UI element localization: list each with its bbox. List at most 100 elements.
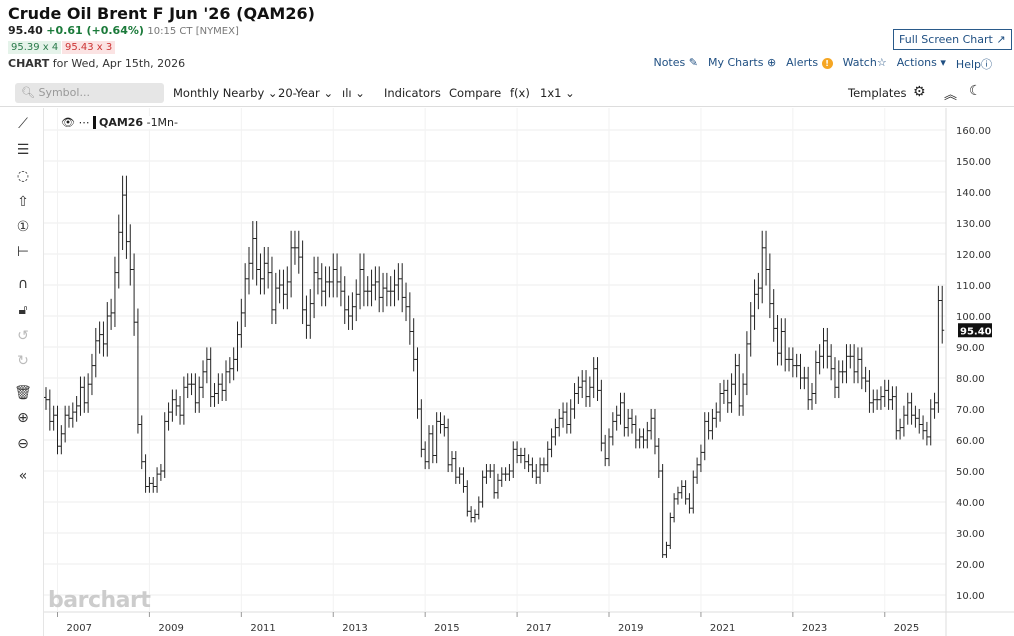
ohlc-bar: [201, 360, 206, 399]
ohlc-bar: [197, 376, 202, 413]
ohlc-bar: [97, 321, 102, 354]
number-marker-icon[interactable]: ①: [16, 219, 30, 235]
ohlc-bar: [810, 383, 814, 410]
alerts-link[interactable]: Alerts !: [786, 56, 833, 72]
ohlc-bar: [269, 256, 274, 325]
ohlc-bar: [561, 402, 566, 428]
symbol-search-input[interactable]: 🔍︎ Symbol...: [15, 83, 164, 103]
redo-icon[interactable]: ↻: [17, 353, 29, 369]
ohlc-bar: [277, 269, 282, 304]
ohlc-bar: [419, 399, 424, 458]
barchart-watermark: barchart: [48, 588, 151, 613]
y-tick-label: 10.00: [956, 591, 985, 602]
collapse-up-icon[interactable]: ︽: [944, 88, 958, 103]
ohlc-bar: [894, 386, 899, 440]
ohlc-bar: [300, 240, 305, 325]
ohlc-bar: [388, 276, 393, 307]
plus-circle-icon: ⊕: [766, 56, 777, 69]
y-tick-label: 110.00: [956, 281, 991, 292]
ohlc-bar: [744, 331, 749, 396]
ohlc-bar: [346, 295, 351, 330]
ohlc-bar: [545, 441, 550, 473]
ohlc-bar: [721, 379, 726, 404]
trash-icon[interactable]: 🗑︎: [14, 385, 32, 401]
ohlc-bar: [89, 353, 94, 396]
magnet-icon[interactable]: ∩: [17, 276, 29, 292]
ohlc-bar: [392, 269, 397, 307]
watch-link[interactable]: Watch☆: [843, 56, 887, 72]
shape-tool-icon[interactable]: ◌: [16, 168, 30, 184]
page-title: Crude Oil Brent F Jun '26 (QAM26): [8, 4, 315, 23]
bar-type-dropdown[interactable]: ılı ⌄: [342, 86, 365, 100]
ohlc-bar: [614, 405, 619, 431]
lock-icon[interactable]: 🔓︎: [18, 302, 28, 318]
line-tool-icon[interactable]: ⟋: [18, 116, 28, 132]
measure-tool-icon[interactable]: ⊢: [16, 244, 30, 260]
ohlc-bar: [139, 415, 144, 470]
y-tick-label: 80.00: [956, 374, 985, 385]
ohlc-bar: [863, 366, 868, 393]
ohlc-bar: [522, 447, 527, 470]
ohlc-bar: [538, 457, 543, 484]
ohlc-bar: [82, 376, 87, 413]
eye-icon[interactable]: 👁︎: [61, 116, 75, 129]
chevron-down-icon: ⌄: [267, 86, 278, 100]
ohlc-bar: [51, 405, 56, 431]
ohlc-bar: [266, 246, 271, 289]
ohlc-bar: [74, 395, 79, 422]
ohlc-bar: [710, 408, 715, 440]
x-tick-label: 2017: [526, 623, 551, 634]
ohlc-bar: [495, 473, 500, 499]
zoom-out-icon[interactable]: ⊖: [17, 436, 29, 452]
settings-gear-icon[interactable]: ⚙: [913, 84, 926, 100]
templates-button[interactable]: Templates: [848, 86, 907, 100]
range-label: 20-Year: [278, 86, 320, 100]
ohlc-bar: [729, 373, 734, 413]
ohlc-bar: [193, 373, 198, 413]
help-link[interactable]: Helpⓘ: [956, 56, 992, 72]
y-tick-label: 50.00: [956, 467, 985, 478]
ohlc-bar: [871, 389, 876, 413]
ohlc-bar: [128, 224, 133, 286]
my-charts-link[interactable]: My Charts ⊕: [708, 56, 776, 72]
ohlc-bar: [411, 318, 416, 372]
actions-menu[interactable]: Actions ▾: [897, 56, 946, 72]
fx-button[interactable]: f(x): [510, 86, 530, 100]
layout-dropdown[interactable]: 1x1 ⌄: [540, 86, 575, 100]
ohlc-bar: [151, 476, 156, 493]
range-dropdown[interactable]: 20-Year ⌄: [278, 86, 333, 100]
notes-link[interactable]: Notes ✎: [653, 56, 698, 72]
x-tick-label: 2021: [710, 623, 735, 634]
ohlc-bar: [921, 415, 926, 440]
ohlc-bar: [591, 357, 596, 399]
ohlc-bar: [453, 451, 458, 484]
undo-icon[interactable]: ↺: [17, 328, 29, 344]
full-screen-chart-button[interactable]: Full Screen Chart ↗: [893, 29, 1012, 50]
chart-date: CHART for Wed, Apr 15th, 2026: [8, 57, 185, 70]
arrow-tool-icon[interactable]: ⇧: [17, 194, 29, 210]
price-chart[interactable]: 160.00 150.00 140.00 130.00 120.00 110.00 100.…: [44, 108, 1014, 636]
ohlc-bar: [580, 370, 585, 399]
period-dropdown[interactable]: Monthly Nearby ⌄: [173, 86, 278, 100]
collapse-left-icon[interactable]: «: [18, 468, 28, 484]
ohlc-bar: [790, 347, 795, 378]
ohlc-bar: [507, 464, 512, 481]
ohlc-bar: [802, 366, 807, 390]
zoom-in-icon[interactable]: ⊕: [17, 410, 29, 426]
fibonacci-tool-icon[interactable]: ☰: [16, 142, 30, 158]
dark-mode-moon-icon[interactable]: ☾: [969, 83, 982, 99]
ohlc-bar: [821, 327, 826, 369]
compare-button[interactable]: Compare: [449, 86, 502, 100]
ohlc-bar: [181, 376, 186, 425]
ohlc-bar: [250, 221, 255, 280]
indicators-button[interactable]: Indicators: [384, 86, 441, 100]
ohlc-bar: [373, 266, 378, 301]
ohlc-bar: [335, 253, 340, 298]
ohlc-bar: [446, 418, 451, 473]
ohlc-bar: [323, 266, 328, 307]
price-change: +0.61 (+0.64%): [46, 24, 144, 37]
ohlc-bar: [147, 476, 152, 493]
ohlc-bar: [695, 457, 700, 484]
ohlc-bar: [112, 256, 117, 327]
ohlc-bar: [476, 496, 481, 520]
